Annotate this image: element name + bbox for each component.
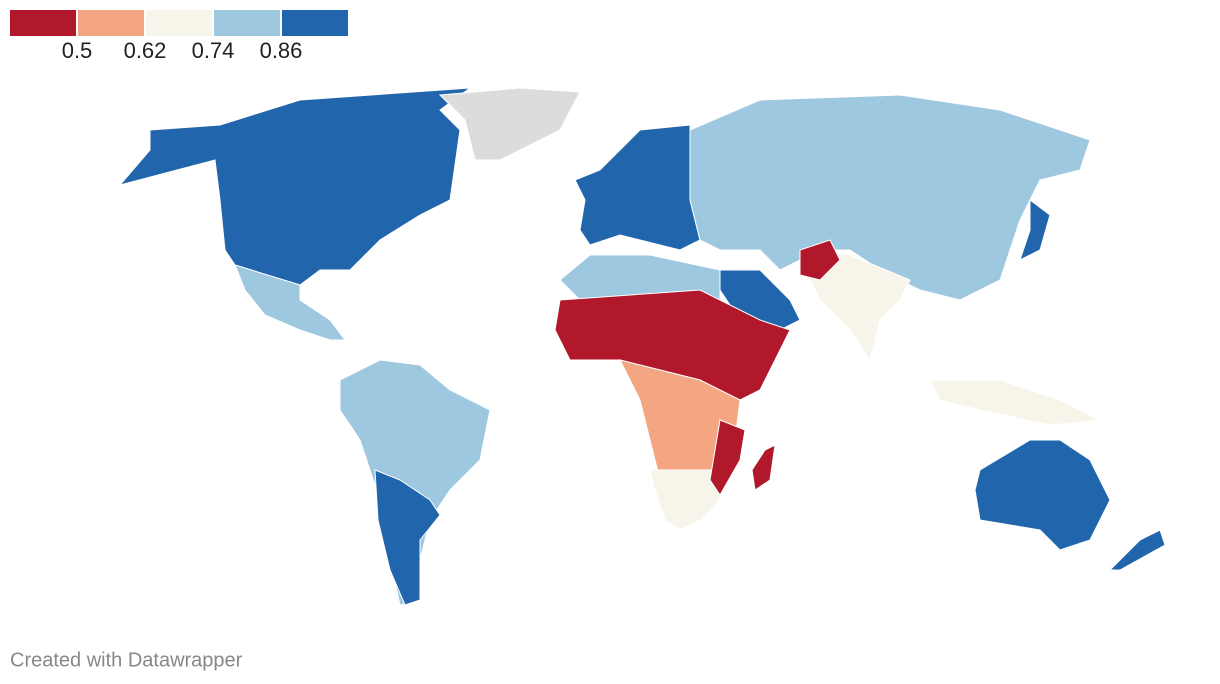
greenland — [438, 87, 581, 161]
north-america — [118, 87, 472, 286]
japan — [1019, 199, 1051, 261]
south-america — [339, 359, 491, 606]
footer: Created with Datawrapper — [10, 649, 243, 671]
legend-swatch — [146, 10, 212, 36]
legend: 0.5 0.62 0.74 0.86 — [10, 10, 348, 63]
legend-tick-label: 0.86 — [260, 38, 303, 63]
new-zealand — [1108, 529, 1166, 571]
legend-swatch — [10, 10, 76, 36]
australia — [974, 439, 1111, 551]
southern-cone — [374, 469, 441, 606]
legend-swatch — [282, 10, 348, 36]
legend-swatch — [78, 10, 144, 36]
india — [799, 249, 911, 362]
southeast-asia — [929, 379, 1102, 426]
legend-tick-label: 0.74 — [192, 38, 235, 63]
madagascar — [751, 444, 776, 491]
map — [118, 87, 1166, 606]
europe — [574, 124, 701, 251]
afghanistan — [799, 239, 841, 281]
legend-tick-label: 0.5 — [62, 38, 93, 63]
central-america — [234, 264, 346, 341]
southern-africa — [649, 469, 721, 531]
asia — [689, 94, 1091, 301]
mozambique — [709, 419, 746, 496]
legend-swatch — [214, 10, 280, 36]
legend-tick-label: 0.62 — [124, 38, 167, 63]
